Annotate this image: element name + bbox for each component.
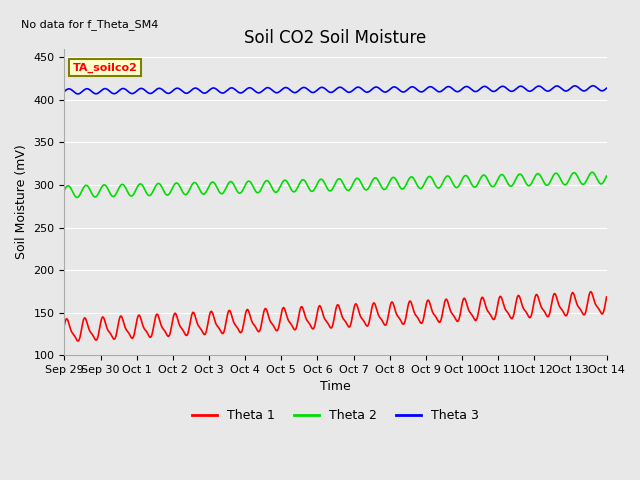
X-axis label: Time: Time bbox=[320, 381, 351, 394]
Legend: Theta 1, Theta 2, Theta 3: Theta 1, Theta 2, Theta 3 bbox=[188, 404, 484, 427]
Title: Soil CO2 Soil Moisture: Soil CO2 Soil Moisture bbox=[244, 29, 427, 48]
Text: No data for f_Theta_SM4: No data for f_Theta_SM4 bbox=[21, 19, 159, 30]
Y-axis label: Soil Moisture (mV): Soil Moisture (mV) bbox=[15, 144, 28, 259]
Text: TA_soilco2: TA_soilco2 bbox=[72, 62, 138, 72]
